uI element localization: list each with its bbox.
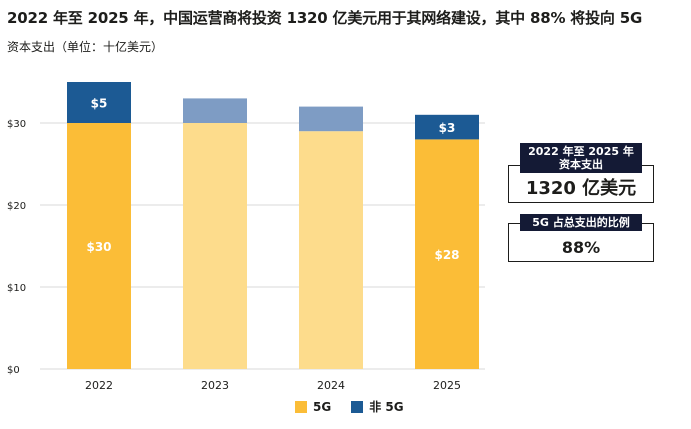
y-tick-label: $20	[7, 201, 26, 212]
x-tick-label: 2024	[317, 379, 345, 392]
legend-swatch-non5g	[351, 400, 364, 413]
legend-label-5g: 5G	[313, 399, 332, 414]
bar-non5g-2025	[415, 114, 479, 140]
data-label: $28	[434, 248, 459, 262]
fiveg-share-callout: 5G 占总支出的比例 88%	[508, 214, 654, 262]
legend-item-non5g: 非 5G	[351, 398, 404, 415]
bar-5g-2023	[183, 123, 247, 369]
chart-title: 2022 年至 2025 年，中国运营商将投资 1320 亿美元用于其网络建设，…	[7, 9, 643, 27]
y-tick-label: $0	[7, 365, 20, 376]
total-capex-label: 2022 年至 2025 年资本支出	[520, 143, 642, 173]
bar-5g-2022	[67, 123, 131, 369]
y-tick-label: $30	[7, 119, 26, 130]
fiveg-share-label: 5G 占总支出的比例	[520, 214, 642, 231]
legend-label-non5g: 非 5G	[369, 400, 404, 414]
bar-5g-2024	[299, 131, 363, 369]
data-label: $5	[91, 97, 108, 111]
legend-swatch-5g	[295, 400, 307, 413]
data-label: $30	[86, 240, 111, 254]
x-tick-label: 2023	[201, 379, 229, 392]
chart-legend: 5G 非 5G	[295, 398, 404, 415]
total-capex-callout: 2022 年至 2025 年资本支出 1320 亿美元	[508, 143, 654, 203]
x-tick-label: 2022	[85, 379, 113, 392]
bar-non5g-2022	[67, 82, 131, 123]
legend-item-5g: 5G	[295, 398, 331, 415]
chart-subtitle: 资本支出（单位：十亿美元）	[7, 40, 164, 54]
bar-non5g-2023	[183, 98, 247, 123]
data-label: $3	[439, 121, 456, 135]
bar-5g-2025	[415, 139, 479, 369]
y-tick-label: $10	[7, 283, 26, 294]
bar-non5g-2024	[299, 106, 363, 132]
x-tick-label: 2025	[433, 379, 461, 392]
